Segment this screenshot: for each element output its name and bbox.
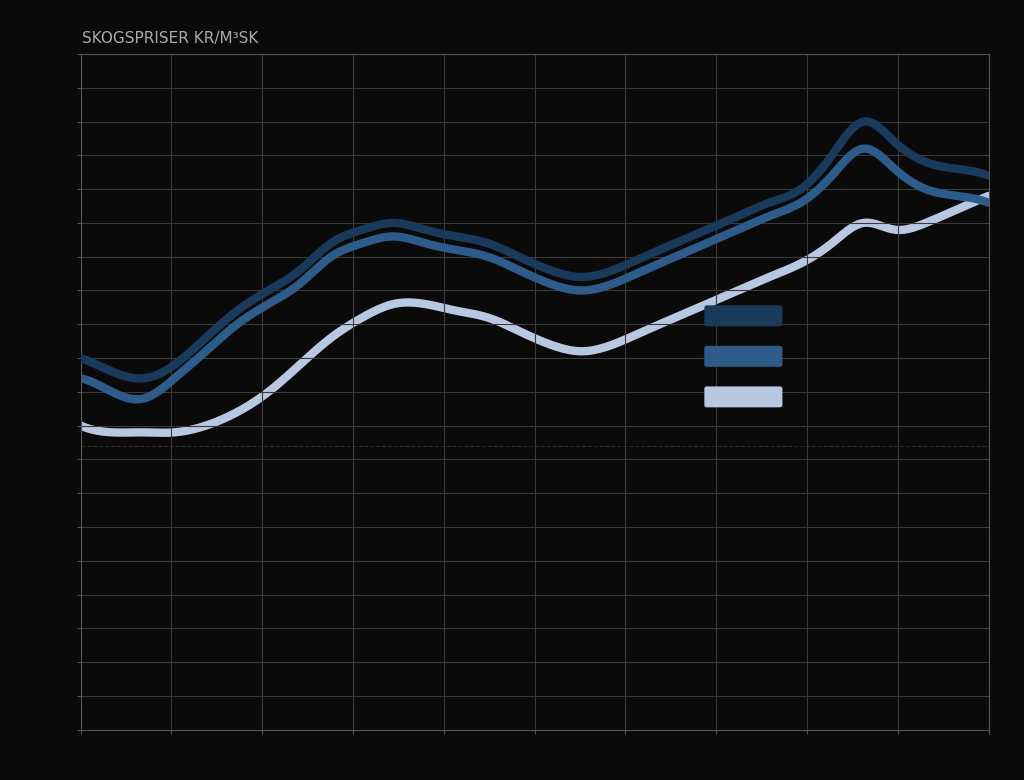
Text: SKOGSPRISER KR/M³SK: SKOGSPRISER KR/M³SK xyxy=(82,31,258,46)
FancyBboxPatch shape xyxy=(705,386,782,407)
FancyBboxPatch shape xyxy=(705,346,782,367)
FancyBboxPatch shape xyxy=(705,305,782,326)
